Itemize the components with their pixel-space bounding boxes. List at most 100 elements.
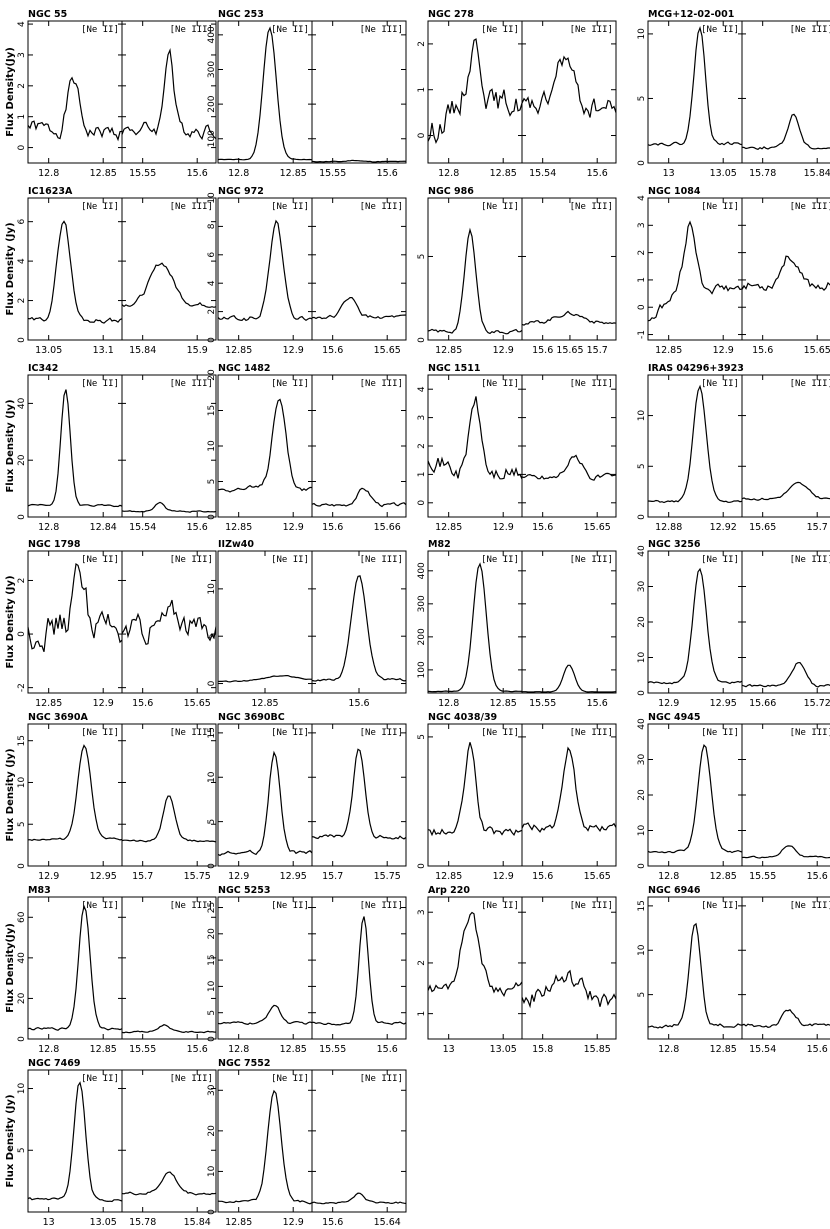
- ne3-spectrum-line: [121, 262, 217, 308]
- y-tick-label: 4: [17, 258, 27, 264]
- panel-frame: [647, 20, 830, 164]
- x-tick-label: 12.85: [490, 698, 517, 709]
- y-tick-label: 60: [17, 911, 27, 923]
- ne2-spectrum-line: [427, 396, 523, 480]
- ne3-spectrum-line: [741, 255, 830, 292]
- ne3-label: [Ne III]: [790, 728, 830, 738]
- panel-mcg-12-02-001: MCG+12-02-001 0 5 10 [Ne II] 13 13.05 [Ne III] 1…: [637, 9, 830, 179]
- x-tick-label: 15.55: [749, 871, 776, 882]
- x-tick-label: 15.55: [129, 1044, 156, 1055]
- y-tick-label: 5: [637, 96, 647, 102]
- x-tick-label: 12.8: [438, 168, 459, 179]
- ne3-label: [Ne III]: [790, 555, 830, 565]
- ne3-label: [Ne III]: [570, 202, 613, 212]
- ne2-spectrum-line: [217, 1004, 313, 1026]
- y-tick-label: 0: [417, 337, 427, 343]
- ne2-spectrum-line: [217, 1089, 313, 1205]
- y-tick-label: 5: [637, 463, 647, 469]
- y-tick-label: 1: [417, 87, 427, 93]
- ne3-spectrum-line: [741, 1009, 830, 1029]
- y-axis-label: Flux Density (Jy): [5, 222, 16, 315]
- x-tick-label: 12.85: [710, 871, 737, 882]
- ne2-label: [Ne II]: [481, 202, 519, 212]
- y-tick-label: 5: [417, 254, 427, 260]
- ne2-label: [Ne II]: [701, 25, 739, 35]
- ne2-spectrum-line: [427, 227, 523, 335]
- x-tick-label: 12.85: [90, 1044, 117, 1055]
- panel-title: Arp 220: [428, 885, 470, 896]
- ne3-label: [Ne III]: [360, 202, 403, 212]
- y-tick-label: 4: [17, 21, 27, 27]
- ne2-spectrum-line: [427, 38, 523, 145]
- panel-ngc-1084: NGC 1084 -1 0 1 2 3 4 [Ne II] 12.85 12.9 [Ne III] 1…: [637, 186, 830, 356]
- ne2-label: [Ne II]: [271, 1074, 309, 1084]
- ne3-label: [Ne III]: [170, 1074, 213, 1084]
- x-tick-label: 15.6: [532, 871, 553, 882]
- y-tick-label: 100: [207, 130, 217, 147]
- y-tick-label: 5: [207, 1010, 217, 1016]
- y-tick-label: 2: [417, 960, 427, 966]
- ne2-spectrum-line: [27, 904, 123, 1031]
- x-tick-label: 15.55: [319, 1044, 346, 1055]
- ne3-spectrum-line: [741, 661, 830, 688]
- y-tick-label: 5: [17, 821, 27, 827]
- x-tick-label: 12.95: [90, 871, 117, 882]
- x-tick-label: 13.05: [35, 345, 62, 356]
- y-tick-label: 1: [417, 472, 427, 478]
- y-tick-label: 20: [207, 1125, 217, 1137]
- panel-title: IIZw40: [218, 539, 254, 550]
- ne2-label: [Ne II]: [81, 379, 119, 389]
- ne3-spectrum-line: [741, 113, 830, 150]
- x-tick-label: 12.85: [280, 168, 307, 179]
- ne3-label: [Ne III]: [360, 555, 403, 565]
- x-tick-label: 15.6: [587, 698, 608, 709]
- x-tick-label: 15.6: [532, 345, 553, 356]
- panel-title: NGC 3690A: [28, 712, 88, 723]
- y-tick-label: 300: [417, 595, 427, 612]
- ne2-spectrum-line: [217, 398, 312, 493]
- ne2-label: [Ne II]: [701, 901, 739, 911]
- x-tick-label: 15.65: [184, 698, 211, 709]
- y-tick-label: -1: [637, 330, 647, 339]
- y-tick-label: 2: [637, 250, 647, 256]
- ne2-spectrum-line: [217, 675, 313, 683]
- ne3-label: [Ne III]: [360, 379, 403, 389]
- panel-title: NGC 4945: [648, 712, 700, 723]
- x-tick-label: 15.65: [374, 345, 401, 356]
- ne3-label: [Ne III]: [570, 555, 613, 565]
- y-tick-label: 400: [207, 26, 217, 43]
- x-tick-label: 15.55: [129, 168, 156, 179]
- x-tick-label: 15.84: [184, 1217, 211, 1225]
- panel-title: NGC 7469: [28, 1058, 80, 1069]
- x-tick-label: 12.9: [493, 871, 514, 882]
- x-tick-label: 15.85: [584, 1044, 611, 1055]
- ne2-label: [Ne II]: [271, 25, 309, 35]
- x-tick-label: 15.55: [319, 168, 346, 179]
- panel-title: NGC 1511: [428, 363, 480, 374]
- panel-ngc-3690bc: NGC 3690BC 0 5 10 15 [Ne II] 12.9 12.95 [Ne III]…: [207, 712, 407, 882]
- panel-ngc-3256: NGC 3256 0 10 20 30 40 [Ne II] 12.9 12.95 [Ne III…: [637, 539, 830, 709]
- ne3-spectrum-line: [521, 310, 617, 326]
- panel-title: NGC 7552: [218, 1058, 270, 1069]
- panel-ic1623a: IC1623A 0 2 4 6 [Ne II] 13.05 13.1 [Ne III] 15.84…: [5, 186, 217, 356]
- ne2-label: [Ne II]: [81, 1074, 119, 1084]
- panel-title: M82: [428, 539, 451, 550]
- x-tick-label: 15.7: [322, 871, 343, 882]
- y-axis-label: Flux Density(Jy): [5, 923, 16, 1013]
- y-tick-label: 0: [17, 337, 27, 343]
- y-tick-label: 5: [207, 819, 217, 825]
- panel-title: NGC 278: [428, 9, 474, 20]
- x-tick-label: 15.7: [807, 522, 828, 533]
- ne2-spectrum-line: [427, 911, 523, 998]
- ne3-spectrum-line: [521, 454, 617, 481]
- y-tick-label: 8: [207, 223, 217, 229]
- y-tick-label: 0: [417, 132, 427, 138]
- y-tick-label: 2: [17, 83, 27, 89]
- ne2-spectrum-line: [27, 220, 123, 324]
- ne3-spectrum-line: [521, 746, 617, 833]
- y-tick-label: 20: [637, 616, 647, 628]
- panel-title: NGC 3256: [648, 539, 701, 550]
- x-tick-label: 12.85: [710, 1044, 737, 1055]
- ne3-spectrum-line: [522, 664, 617, 693]
- x-tick-label: 12.8: [228, 168, 249, 179]
